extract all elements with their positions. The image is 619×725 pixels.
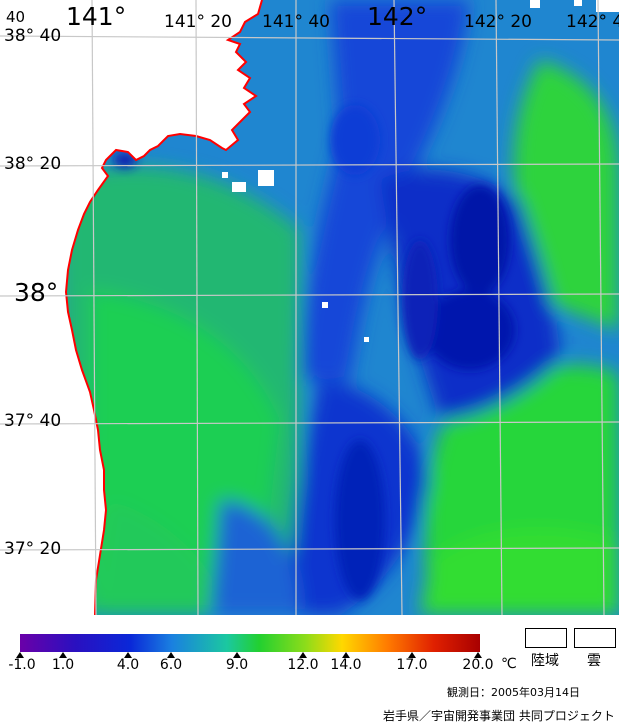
cloud-key-swatch [574,628,616,648]
lon-label-141-40: 141° 40 [262,12,330,32]
lon-label-141: 141° [66,2,127,31]
lat-label-37-20: 37° 20 [4,539,62,559]
land-key-swatch [525,628,567,648]
land-key-label: 陸域 [531,653,559,669]
lon-label-142-20: 142° 20 [464,12,532,32]
lat-label-37-40: 37° 40 [4,411,62,431]
corner-label: 40 [6,8,26,26]
temperature-legend [16,634,482,658]
legend-tick-label: 17.0 [396,657,428,673]
lat-label-38: 38° [14,278,59,307]
legend-gradient-bar [20,634,480,652]
legend-tick-label: 9.0 [225,657,249,673]
sst-cold-cores [113,105,515,600]
graticule [0,0,619,615]
legend-tick-label: 6.0 [159,657,183,673]
lon-label-142: 142° [367,2,428,31]
lat-label-38-40: 38° 40 [4,26,62,46]
cloud-specks [222,0,619,342]
cloud-key-label: 雲 [587,653,601,669]
legend-tick-marks [16,652,482,658]
legend-tick-label: 12.0 [287,657,319,673]
land [0,0,262,615]
credit-text: 岩手県／宇宙開発事業団 共同プロジェクト [383,709,615,723]
legend-tick-label: -1.0 [8,657,36,673]
legend-tick-label: 14.0 [330,657,362,673]
lon-label-142-40: 142° 4 [566,12,619,32]
sst-field [60,0,619,615]
legend-unit: ℃ [501,656,517,672]
legend-tick-label: 4.0 [116,657,140,673]
legend-tick-label: 20.0 [462,657,494,673]
observation-date: 観測日：2005年03月14日 [447,686,580,699]
sst-map [0,0,619,615]
lat-label-38-20: 38° 20 [4,154,62,174]
lon-label-141-20: 141° 20 [164,12,232,32]
legend-tick-label: 1.0 [51,657,75,673]
